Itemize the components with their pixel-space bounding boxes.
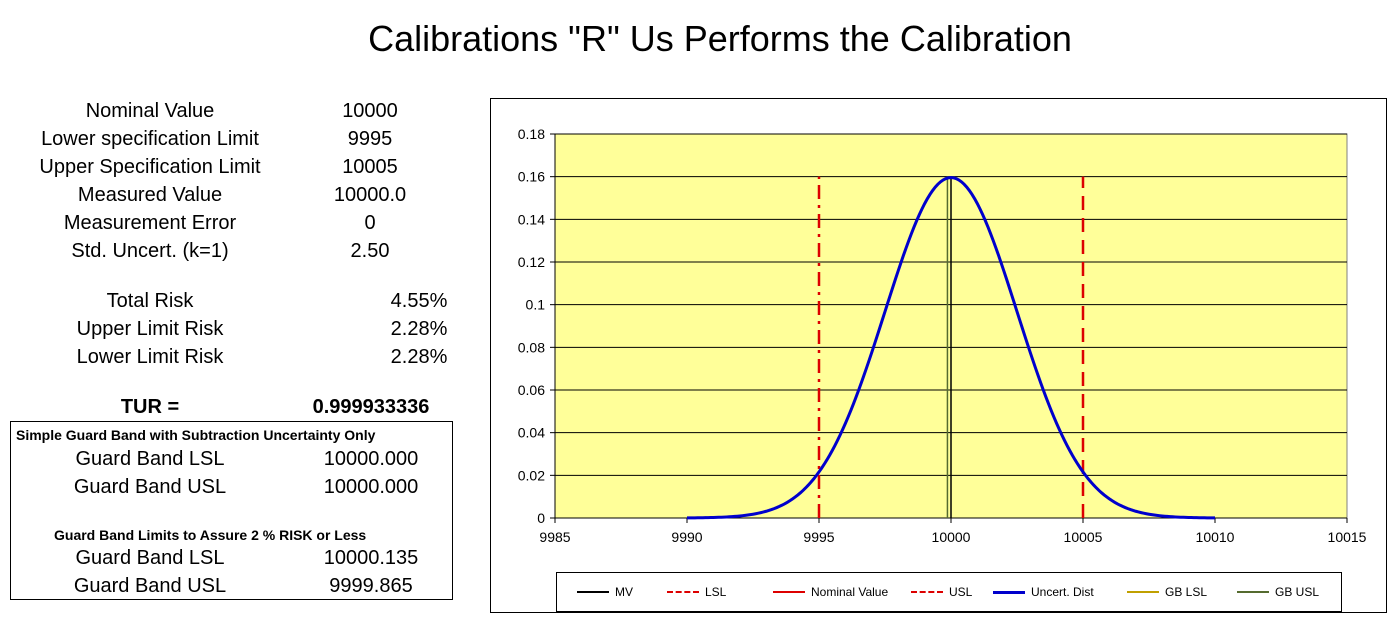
- param-row-label: Std. Uncert. (k=1): [71, 240, 229, 262]
- param-row-value: 9995: [347, 128, 393, 150]
- risk-row-label: Total Risk: [106, 290, 194, 312]
- legend-label: USL: [949, 585, 973, 599]
- legend-item: USL: [911, 585, 972, 599]
- guard-band-box: [10, 421, 453, 600]
- legend-swatch: [1237, 591, 1269, 593]
- x-tick-label: 9990: [671, 529, 702, 545]
- y-tick-label: 0.04: [518, 425, 545, 441]
- uncert-dist-curve: [686, 176, 1216, 520]
- param-row-label: Nominal Value: [85, 100, 215, 122]
- x-tick-label: 9995: [803, 529, 834, 545]
- guard-band-simple-row-value: 10000.000: [323, 448, 419, 470]
- legend-item: MV: [577, 585, 633, 599]
- tur-label: TUR =: [120, 396, 180, 418]
- x-tick-label: 10015: [1328, 529, 1367, 545]
- legend-swatch: [773, 591, 805, 593]
- legend-swatch: [1127, 591, 1159, 593]
- guard-band-simple-row-value: 10000.000: [323, 476, 419, 498]
- x-tick-label: 10010: [1196, 529, 1235, 545]
- legend-item: GB USL: [1237, 585, 1319, 599]
- x-tick-label: 10000: [932, 529, 971, 545]
- legend-swatch: [993, 590, 1025, 594]
- y-tick-label: 0.02: [518, 467, 545, 483]
- legend-swatch: [577, 591, 609, 593]
- legend-swatch: [911, 591, 943, 593]
- risk-row-label: Lower Limit Risk: [76, 346, 224, 368]
- y-tick-label: 0.16: [518, 169, 545, 185]
- x-tick-label: 9985: [539, 529, 570, 545]
- risk-guard-band-heading: Guard Band Limits to Assure 2 % RISK or …: [54, 527, 367, 543]
- param-row-label: Measured Value: [77, 184, 223, 206]
- legend-swatch: [667, 591, 699, 593]
- y-tick-label: 0.18: [518, 126, 545, 142]
- legend-label: GB LSL: [1165, 585, 1208, 599]
- param-row-value: 10000: [342, 100, 398, 122]
- chart-legend: MV LSL Nominal Value USL Uncert. Dist GB LSL G…: [556, 572, 1342, 612]
- risk-row-value: 2.28%: [390, 346, 448, 368]
- risk-row-value: 4.55%: [390, 290, 448, 312]
- tur-value: 0.999933336: [312, 396, 430, 418]
- y-tick-label: 0.14: [518, 211, 545, 227]
- legend-label: Nominal Value: [811, 585, 889, 599]
- legend-label: LSL: [705, 585, 727, 599]
- guard-band-risk-row-label: Guard Band LSL: [75, 547, 225, 569]
- param-row-label: Lower specification Limit: [41, 128, 259, 150]
- param-row-value: 2.50: [350, 240, 390, 262]
- page-title: Calibrations "R" Us Performs the Calibra…: [368, 18, 1072, 59]
- y-tick-label: 0.12: [518, 254, 545, 270]
- param-row-value: 0: [364, 212, 376, 234]
- guard-band-risk-row-label: Guard Band USL: [73, 575, 227, 597]
- y-tick-label: 0: [537, 510, 545, 526]
- legend-item: GB LSL: [1127, 585, 1207, 599]
- legend-item: LSL: [667, 585, 726, 599]
- y-tick-label: 0.06: [518, 382, 545, 398]
- risk-row-label: Upper Limit Risk: [76, 318, 224, 340]
- param-row-value: 10005: [342, 156, 398, 178]
- legend-label: Uncert. Dist: [1031, 585, 1094, 599]
- legend-label: GB USL: [1275, 585, 1320, 599]
- legend-label: MV: [615, 585, 633, 599]
- param-row-label: Measurement Error: [63, 212, 237, 234]
- legend-item: Nominal Value: [773, 585, 888, 599]
- param-row-value: 10000.0: [333, 184, 407, 206]
- param-row-label: Upper Specification Limit: [39, 156, 261, 178]
- guard-band-simple-row-label: Guard Band LSL: [75, 448, 225, 470]
- guard-band-risk-row-value: 10000.135: [323, 547, 419, 569]
- legend-item: Uncert. Dist: [993, 585, 1094, 599]
- risk-row-value: 2.28%: [390, 318, 448, 340]
- y-tick-label: 0.08: [518, 339, 545, 355]
- x-tick-label: 10005: [1064, 529, 1103, 545]
- guard-band-simple-row-label: Guard Band USL: [73, 476, 227, 498]
- simple-guard-band-heading: Simple Guard Band with Subtraction Uncer…: [16, 427, 376, 443]
- guard-band-risk-row-value: 9999.865: [329, 575, 413, 597]
- y-tick-label: 0.1: [526, 297, 546, 313]
